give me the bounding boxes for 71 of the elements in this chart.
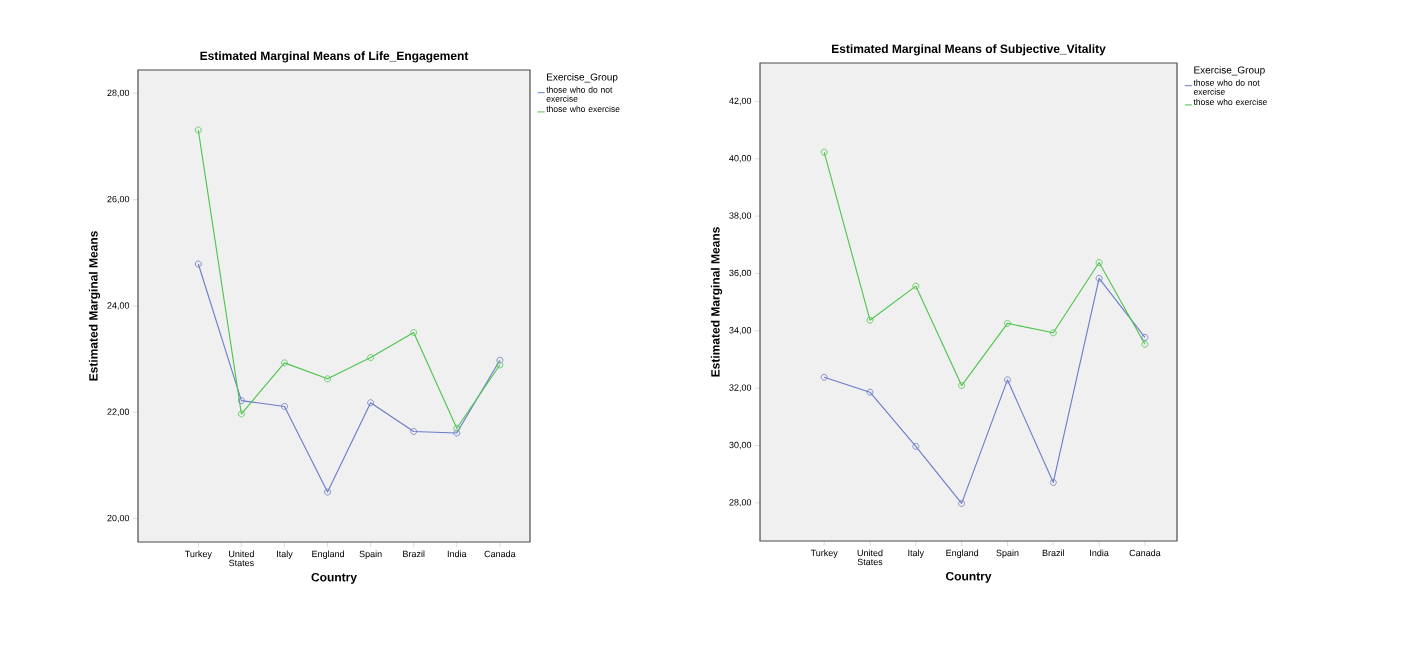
x-tick-label: England [946, 549, 979, 558]
x-tick-label: Brazil [403, 550, 425, 558]
point [410, 428, 418, 435]
point [1095, 274, 1103, 282]
point [1141, 334, 1149, 341]
x-tick-label: Italy [277, 550, 293, 559]
point [496, 361, 504, 369]
x-axis-title: Country [945, 572, 992, 583]
x-tick-label: England [312, 550, 344, 559]
point [1049, 479, 1057, 486]
point [1095, 259, 1103, 266]
point [1049, 329, 1057, 337]
y-tick-label: 20,00 [107, 514, 130, 523]
point [820, 373, 828, 381]
legend-title: Exercise_Group [1194, 66, 1265, 76]
x-tick-label: India [447, 550, 467, 558]
y-tick-label: 36,00 [729, 269, 752, 278]
y-tick-label: 28,00 [107, 89, 130, 98]
y-tick-label: 22,00 [107, 408, 130, 417]
point [866, 316, 874, 324]
point [958, 382, 966, 389]
x-tick-label: India [1090, 549, 1109, 557]
point [1004, 319, 1011, 327]
y-tick-label: 38,00 [729, 212, 752, 220]
y-axis-title: Estimated Marginal Means [88, 231, 101, 381]
point [237, 410, 245, 418]
y-tick-label: 40,00 [729, 155, 752, 163]
y-tick-label: 24,00 [107, 302, 130, 310]
point [1141, 340, 1149, 348]
point [453, 429, 461, 437]
legend-title: Exercise_Group [547, 73, 618, 83]
x-tick-label: Brazil [1042, 549, 1064, 557]
point [496, 356, 504, 364]
x-tick-label: Canada [1129, 549, 1161, 557]
x-tick-label: Italy [908, 549, 925, 558]
y-tick-label: 30,00 [729, 441, 752, 450]
point [866, 388, 874, 396]
x-axis-title: Country [311, 573, 357, 584]
y-tick-label: 42,00 [729, 97, 752, 106]
point [281, 359, 288, 367]
point [912, 442, 920, 450]
x-tick-label: Turkey [184, 550, 212, 559]
x-tick-label: United States [229, 550, 254, 567]
point [324, 375, 331, 383]
x-tick-label: United States [857, 549, 883, 566]
chart-title: Estimated Marginal Means of Life_Engagement [200, 51, 469, 63]
y-tick-label: 28,00 [729, 499, 752, 507]
point [1004, 376, 1011, 384]
point [912, 282, 920, 290]
point [367, 399, 375, 407]
point [367, 354, 375, 361]
point [237, 397, 245, 404]
x-tick-label: Turkey [810, 549, 838, 558]
legend-label: those who exercise [1193, 98, 1267, 105]
y-tick-label: 26,00 [107, 195, 130, 204]
x-tick-label: Spain [359, 550, 382, 559]
x-tick-label: Canada [484, 550, 516, 558]
y-axis-title: Estimated Marginal Means [710, 227, 723, 377]
point [453, 424, 461, 432]
point [281, 403, 288, 410]
y-tick-label: 32,00 [729, 384, 752, 392]
y-tick-label: 34,00 [729, 327, 752, 335]
x-tick-label: Spain [996, 549, 1019, 558]
point [194, 260, 202, 268]
point [194, 126, 202, 134]
point [820, 148, 828, 156]
legend-label: those who exercise [546, 105, 620, 112]
point [324, 488, 331, 496]
point [410, 329, 418, 336]
point [958, 500, 966, 507]
chart-title: Estimated Marginal Means of Subjective_Vitality [832, 44, 1106, 56]
